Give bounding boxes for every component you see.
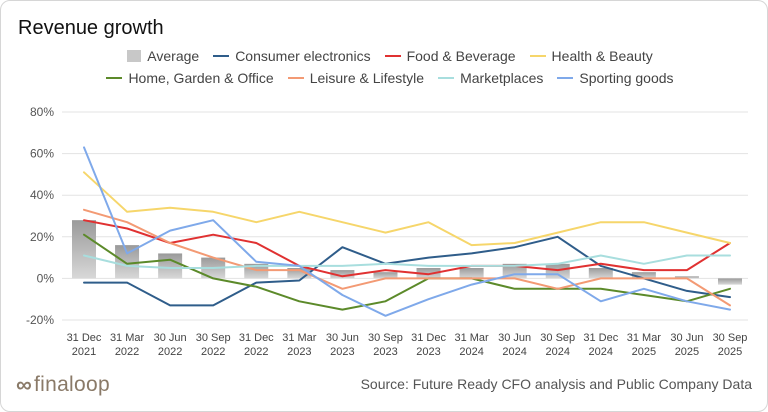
x-tick-label-year: 2022 — [158, 346, 182, 358]
x-tick-label: 31 Dec — [67, 332, 102, 344]
series-line-leisure-lifestyle — [83, 208, 731, 307]
legend: Average Consumer electronics Food & Beve… — [40, 48, 740, 86]
logo-loop-icon: ∞ — [16, 372, 32, 397]
series-line-consumer-electronics — [83, 235, 731, 307]
legend-swatch-consumer-electronics — [213, 55, 230, 57]
x-tick-label: 30 Sep — [368, 332, 403, 344]
x-tick-label-year: 2021 — [72, 346, 96, 358]
x-tick-label-year: 2025 — [718, 346, 742, 358]
average-bar — [545, 263, 570, 279]
series-line-marketplaces — [83, 254, 731, 269]
x-tick-label-year: 2023 — [330, 346, 354, 358]
source-note: Source: Future Ready CFO analysis and Pu… — [360, 376, 752, 392]
x-tick-label: 30 Sep — [713, 332, 748, 344]
average-bar — [158, 253, 183, 279]
y-tick-label: -20% — [26, 313, 54, 327]
x-tick-label-year: 2022 — [115, 346, 139, 358]
finaloop-logo: ∞ finaloop — [16, 372, 110, 398]
average-bar — [72, 220, 96, 279]
series-line-health-beauty — [83, 171, 731, 247]
x-tick-label-year: 2022 — [244, 346, 268, 358]
average-bar — [330, 270, 355, 279]
x-tick-label: 31 Mar — [282, 332, 317, 344]
legend-swatch-food-beverage — [384, 55, 401, 57]
x-tick-label: 30 Jun — [670, 332, 703, 344]
x-tick-label-year: 2023 — [373, 346, 397, 358]
x-tick-label: 30 Jun — [154, 332, 187, 344]
y-tick-label: 80% — [30, 105, 54, 119]
x-tick-label: 30 Jun — [326, 332, 359, 344]
legend-swatch-average — [127, 50, 142, 62]
y-tick-label: 60% — [30, 147, 54, 161]
legend-swatch-marketplaces — [438, 77, 455, 79]
series-line-home-garden-office — [83, 233, 731, 311]
average-bar — [459, 268, 484, 279]
x-tick-label: 30 Jun — [498, 332, 531, 344]
x-tick-label-year: 2024 — [589, 346, 613, 358]
x-tick-label: 30 Sep — [540, 332, 575, 344]
x-tick-label: 30 Sep — [196, 332, 231, 344]
x-tick-label-year: 2022 — [201, 346, 225, 358]
series-line-sporting-goods — [83, 146, 731, 317]
x-tick-label: 31 Mar — [110, 332, 145, 344]
x-tick-label-year: 2023 — [416, 346, 440, 358]
x-tick-label-year: 2025 — [632, 346, 656, 358]
legend-label: Home, Garden & Office — [128, 70, 274, 86]
legend-item-health-beauty[interactable]: Health & Beauty — [529, 48, 653, 64]
series-line-food-beverage — [83, 219, 731, 278]
average-bar — [718, 278, 742, 285]
average-bar — [588, 268, 613, 279]
legend-item-consumer-electronics[interactable]: Consumer electronics — [213, 48, 371, 64]
y-tick-label: 20% — [30, 230, 54, 244]
logo-text: finaloop — [33, 373, 110, 396]
legend-swatch-health-beauty — [529, 55, 546, 57]
chart-title: Revenue growth — [18, 17, 164, 39]
y-tick-label: 40% — [30, 188, 54, 202]
average-bar — [631, 272, 656, 279]
average-bar — [674, 276, 699, 279]
legend-label: Average — [147, 48, 200, 64]
average-bar — [373, 272, 398, 279]
legend-item-food-beverage[interactable]: Food & Beverage — [384, 48, 516, 64]
legend-label: Sporting goods — [579, 70, 674, 86]
legend-label: Consumer electronics — [235, 48, 371, 64]
legend-swatch-home-garden-office — [106, 77, 123, 79]
x-tick-label-year: 2024 — [502, 346, 526, 358]
x-tick-label-year: 2024 — [545, 346, 569, 358]
legend-swatch-leisure-lifestyle — [287, 77, 304, 79]
legend-item-home-garden-office[interactable]: Home, Garden & Office — [106, 70, 274, 86]
average-bar — [287, 268, 312, 279]
legend-item-leisure-lifestyle[interactable]: Leisure & Lifestyle — [287, 70, 425, 86]
average-bar — [115, 245, 140, 279]
x-tick-label: 31 Dec — [411, 332, 446, 344]
x-tick-label: 31 Dec — [239, 332, 274, 344]
x-tick-label: 31 Dec — [583, 332, 618, 344]
y-tick-label: 0% — [37, 271, 55, 285]
legend-item-average[interactable]: Average — [127, 48, 199, 64]
legend-label: Food & Beverage — [406, 48, 516, 64]
legend-label: Marketplaces — [460, 70, 544, 86]
x-tick-label: 31 Mar — [454, 332, 489, 344]
x-tick-label-year: 2024 — [459, 346, 483, 358]
legend-swatch-sporting-goods — [557, 77, 574, 79]
legend-item-marketplaces[interactable]: Marketplaces — [438, 70, 543, 86]
legend-label: Health & Beauty — [551, 48, 653, 64]
x-tick-label: 31 Mar — [627, 332, 662, 344]
x-tick-label-year: 2025 — [675, 346, 699, 358]
legend-item-sporting-goods[interactable]: Sporting goods — [557, 70, 674, 86]
legend-label: Leisure & Lifestyle — [309, 70, 425, 86]
x-tick-label-year: 2023 — [287, 346, 311, 358]
